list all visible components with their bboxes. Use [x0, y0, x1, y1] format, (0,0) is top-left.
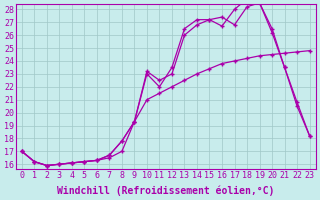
X-axis label: Windchill (Refroidissement éolien,°C): Windchill (Refroidissement éolien,°C): [57, 185, 274, 196]
